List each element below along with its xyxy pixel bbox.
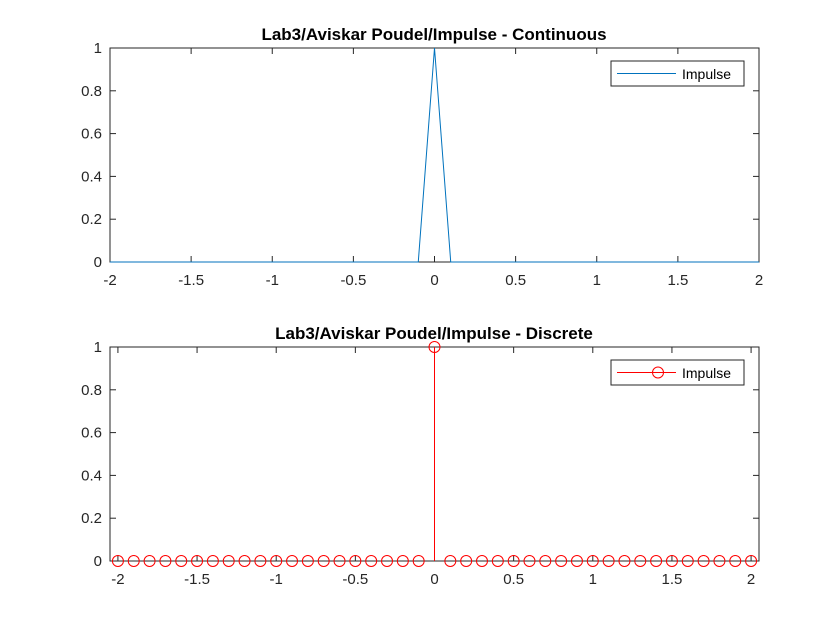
y-tick-label: 1 xyxy=(94,40,102,57)
x-tick-label: 1.5 xyxy=(667,272,688,289)
impulse-marker xyxy=(665,555,678,567)
x-tick-label: 1 xyxy=(593,272,601,289)
x-tick-label: -2 xyxy=(103,272,116,289)
x-tick-label: -1 xyxy=(270,571,283,588)
impulse-marker xyxy=(650,555,663,567)
impulse-marker xyxy=(333,555,346,567)
impulse-marker xyxy=(570,555,583,567)
impulse-marker xyxy=(634,555,647,567)
impulse-line xyxy=(110,47,759,263)
discrete-plot-ticks: -2 -1.5 -1 -0.5 0 0.5 1 1.5 2 0 0.2 0.4 0.6 0.8 1 xyxy=(81,339,759,588)
impulse-marker xyxy=(238,555,251,567)
discrete-legend-marker xyxy=(652,366,664,379)
x-tick-label: 2 xyxy=(747,571,755,588)
y-tick-label: 0.4 xyxy=(81,467,102,484)
impulse-marker xyxy=(586,555,599,567)
impulse-marker xyxy=(491,555,504,567)
x-tick-label: 2 xyxy=(755,272,763,289)
impulse-marker xyxy=(444,555,457,567)
impulse-marker xyxy=(396,555,409,567)
impulse-marker xyxy=(507,555,520,567)
y-tick-label: 0.2 xyxy=(81,510,102,527)
impulse-marker xyxy=(523,555,536,567)
x-tick-label: -1 xyxy=(266,272,279,289)
discrete-plot-marks xyxy=(111,341,758,567)
impulse-marker xyxy=(159,555,172,567)
continuous-plot-ticks: -2 -1.5 -1 -0.5 0 0.5 1 1.5 2 0 0.2 0.4 0.6 0.8 1 xyxy=(81,40,763,289)
x-tick-label: 0 xyxy=(430,571,438,588)
x-tick-label: -0.5 xyxy=(342,571,368,588)
discrete-plot-title: Lab3/Aviskar Poudel/Impulse - Discrete xyxy=(275,324,593,343)
discrete-plot: Lab3/Aviskar Poudel/Impulse - Discrete -… xyxy=(81,324,760,588)
y-tick-label: 0.6 xyxy=(81,425,102,442)
y-tick-label: 0.8 xyxy=(81,382,102,399)
impulse-marker xyxy=(365,555,378,567)
impulse-marker xyxy=(301,555,314,567)
x-tick-label: 1.5 xyxy=(662,571,683,588)
impulse-marker xyxy=(317,555,330,567)
y-tick-label: 0.2 xyxy=(81,211,102,228)
impulse-marker xyxy=(206,555,219,567)
y-tick-label: 1 xyxy=(94,339,102,356)
x-tick-label: 1 xyxy=(589,571,597,588)
x-tick-label: 0.5 xyxy=(503,571,524,588)
impulse-marker xyxy=(475,555,488,567)
y-tick-label: 0 xyxy=(94,553,102,570)
continuous-plot: Lab3/Aviskar Poudel/Impulse - Continuous… xyxy=(81,25,763,289)
impulse-marker xyxy=(191,555,204,567)
y-tick-label: 0 xyxy=(94,254,102,271)
x-tick-label: -1.5 xyxy=(184,571,210,588)
y-tick-label: 0.8 xyxy=(81,83,102,100)
continuous-plot-marks xyxy=(110,47,759,263)
discrete-legend-label: Impulse xyxy=(682,365,731,381)
x-tick-label: -1.5 xyxy=(178,272,204,289)
impulse-marker xyxy=(270,555,283,567)
impulse-marker xyxy=(286,555,299,567)
impulse-marker xyxy=(412,555,425,567)
discrete-plot-legend: Impulse xyxy=(610,359,745,386)
y-tick-label: 0.6 xyxy=(81,126,102,143)
impulse-marker xyxy=(539,555,552,567)
x-tick-label: -0.5 xyxy=(340,272,366,289)
continuous-plot-legend: Impulse xyxy=(610,60,745,87)
impulse-marker xyxy=(713,555,726,567)
impulse-marker xyxy=(254,555,267,567)
impulse-marker xyxy=(602,555,615,567)
impulse-marker xyxy=(460,555,473,567)
impulse-marker xyxy=(349,555,362,567)
x-tick-label: 0.5 xyxy=(505,272,526,289)
impulse-marker xyxy=(111,555,124,567)
impulse-marker xyxy=(729,555,742,567)
impulse-marker xyxy=(697,555,710,567)
impulse-marker xyxy=(681,555,694,567)
impulse-marker xyxy=(175,555,188,567)
continuous-legend-label: Impulse xyxy=(682,66,731,82)
impulse-marker xyxy=(555,555,568,567)
y-tick-label: 0.4 xyxy=(81,168,102,185)
impulse-marker xyxy=(745,555,758,567)
impulse-marker xyxy=(127,555,140,567)
x-tick-label: -2 xyxy=(111,571,124,588)
impulse-marker xyxy=(618,555,631,567)
continuous-plot-title: Lab3/Aviskar Poudel/Impulse - Continuous xyxy=(261,25,606,44)
x-tick-label: 0 xyxy=(430,272,438,289)
impulse-marker xyxy=(381,555,394,567)
impulse-marker xyxy=(428,341,441,353)
impulse-marker xyxy=(222,555,235,567)
impulse-marker xyxy=(143,555,156,567)
